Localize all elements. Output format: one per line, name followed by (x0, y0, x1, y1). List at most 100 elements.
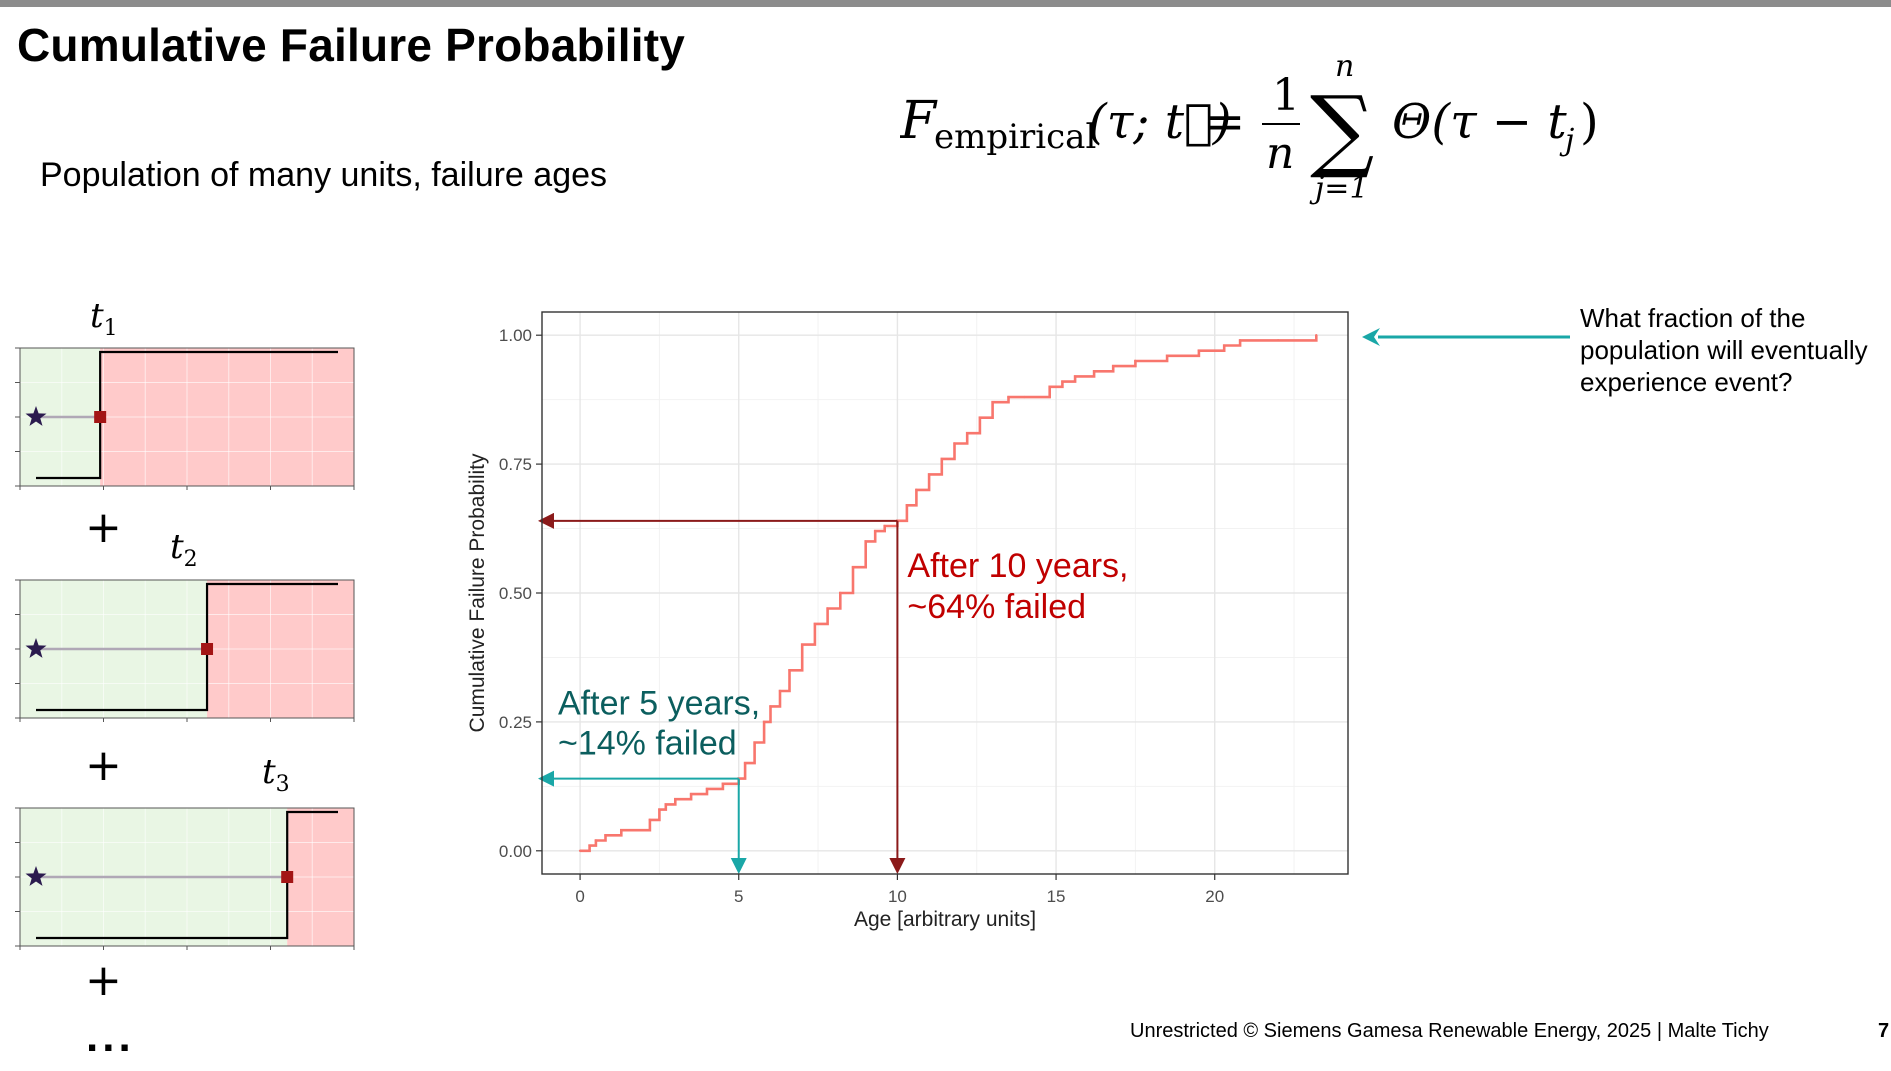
chart-annotations: After 10 years,~64% failed After 5 years,… (538, 512, 1129, 874)
ecdf-point (705, 787, 709, 791)
x-tick-label: 0 (575, 887, 584, 906)
formula-lhs-subscript: empirical (934, 117, 1096, 157)
chart-series (578, 334, 1318, 853)
ecdf-point (1048, 385, 1051, 388)
y-tick-label: 0.00 (499, 842, 532, 861)
question-text: What fraction of the population will eve… (1580, 303, 1868, 397)
formula-sum-lower: j=1 (1309, 171, 1369, 206)
star-icon (25, 866, 47, 886)
unit-panel-3 (15, 807, 355, 950)
ecdf-point (588, 844, 591, 847)
formula-frac-den: n (1266, 128, 1294, 179)
ecdf-point (915, 488, 918, 492)
ecdf-point (658, 808, 661, 811)
page-number: 7 (1878, 1020, 1890, 1042)
top-bar (0, 0, 1891, 7)
ecdf-point (940, 457, 944, 461)
formula-lhs-symbol: F (900, 91, 938, 151)
ecdf-point (966, 431, 969, 435)
ecdf-point (1023, 395, 1026, 399)
plus-sign-3: + (85, 955, 122, 1006)
x-axis-label: Age [arbitrary units] (854, 908, 1036, 931)
t3-label: t3 (262, 752, 290, 797)
formula-summand-close: ) (1580, 94, 1599, 150)
footer-text: Unrestricted © Siemens Gamesa Renewable … (1130, 1020, 1769, 1042)
formula-equals: = (1205, 94, 1245, 150)
formula-frac-num: 1 (1272, 70, 1300, 121)
ecdf-chart: After 10 years,~64% failed After 5 years,… (466, 311, 1349, 931)
ecdf-point (689, 792, 693, 796)
chart-axes: 0 5 10 15 20 0.00 0.25 0.50 0.75 1.00 Age [arbitra… (466, 311, 1349, 931)
ecdf-point (788, 669, 791, 672)
ecdf-point (1134, 359, 1137, 363)
ecdf-point (813, 622, 817, 626)
ecdf-point (1315, 334, 1318, 337)
ecdf-point (927, 473, 931, 476)
annotation-5-line2: ~14% failed (558, 725, 737, 763)
ecdf-point (674, 798, 677, 801)
annotation-10-line1: After 10 years, (907, 547, 1128, 585)
y-tick-label: 1.00 (499, 326, 532, 345)
formula-lhs-args: (τ; t⃗) (1088, 94, 1232, 150)
y-tick-label: 0.50 (499, 584, 532, 603)
star-icon (25, 406, 47, 426)
ecdf-point (769, 705, 772, 708)
ecdf-point (873, 529, 877, 533)
ecdf-point (620, 828, 623, 832)
ecdf-point (1073, 375, 1077, 378)
ecdf-point (991, 401, 994, 404)
x-tick-label: 15 (1047, 887, 1066, 906)
unit-panel-1 (15, 347, 355, 490)
failure-marker (201, 643, 214, 655)
ecdf-point (1276, 339, 1280, 342)
ecdf-point (1223, 344, 1226, 347)
ecdf-point (1197, 349, 1201, 352)
slide-title: Cumulative Failure Probability (17, 19, 686, 71)
annotation-5-line1: After 5 years, (558, 685, 760, 723)
ecdf-point (1092, 370, 1096, 373)
empirical-cdf-formula: F empirical (τ; t⃗) = 1 n n ∑ j=1 Θ(τ − … (900, 58, 1599, 206)
unit-panel-2 (15, 579, 355, 722)
ecdf-point (826, 607, 829, 610)
question-arrow (1362, 328, 1570, 346)
ecdf-point (864, 540, 867, 543)
ecdf-point (801, 643, 804, 646)
ecdf-point (839, 591, 842, 595)
ecdf-point (594, 839, 598, 842)
ecdf-point (743, 761, 747, 765)
formula-sum-symbol: ∑ (1310, 77, 1374, 182)
ecdf-point (851, 566, 855, 569)
ecdf-point (978, 416, 982, 419)
star-icon (25, 638, 47, 658)
ecdf-point (648, 818, 652, 822)
ecdf-point (721, 782, 725, 785)
ecdf-point (664, 803, 667, 806)
ecdf-point (778, 689, 782, 693)
ecdf-point (953, 442, 956, 445)
slide-subtitle: Population of many units, failure ages (40, 156, 608, 194)
ellipsis: ... (86, 1012, 135, 1061)
plus-sign-2: + (85, 740, 122, 791)
plus-sign-1: + (85, 502, 122, 553)
failure-marker (281, 871, 294, 883)
formula-summand: Θ(τ − t (1392, 94, 1567, 150)
ecdf-point (1061, 380, 1064, 383)
ecdf-point (1007, 395, 1010, 399)
x-tick-label: 10 (888, 887, 907, 906)
t2-label: t2 (170, 527, 198, 572)
ecdf-point (753, 741, 756, 744)
formula-sum-upper: n (1335, 58, 1354, 84)
y-axis-label: Cumulative Failure Probability (466, 453, 489, 732)
y-tick-label: 0.25 (499, 713, 532, 732)
y-tick-label: 0.75 (499, 455, 532, 474)
failure-marker (94, 411, 107, 423)
ecdf-point (1165, 354, 1169, 358)
ecdf-point (905, 504, 909, 507)
ecdf-point (883, 524, 886, 528)
x-tick-label: 5 (734, 887, 743, 906)
ecdf-point (578, 849, 582, 852)
ecdf-point (604, 834, 607, 837)
ecdf-point (762, 720, 766, 724)
x-tick-label: 20 (1205, 887, 1224, 906)
ecdf-point (1111, 364, 1115, 368)
